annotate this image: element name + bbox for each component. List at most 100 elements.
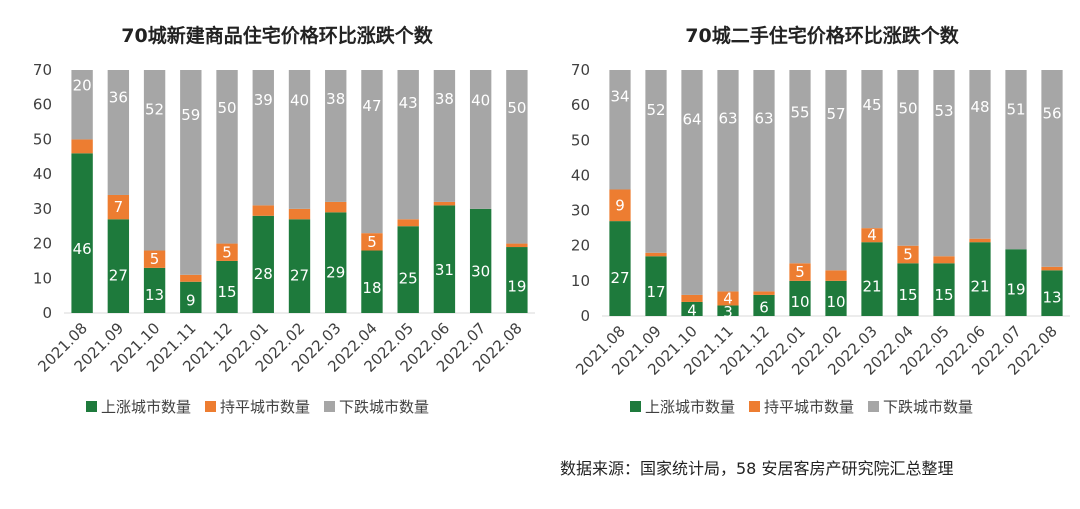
bar-segment-down (143, 70, 166, 251)
data-label-down: 40 (471, 92, 490, 110)
bar-segment-up (609, 221, 631, 316)
data-label-up: 17 (646, 283, 665, 301)
bar-segment-up (143, 267, 166, 313)
y-tick-label: 50 (33, 130, 52, 148)
data-label-down: 40 (290, 92, 309, 110)
data-label-down: 38 (435, 90, 454, 108)
data-source-note: 数据来源：国家统计局，58 安居客房产研究院汇总整理 (560, 459, 954, 478)
y-tick-label: 70 (33, 61, 52, 79)
legend-swatch-flat (205, 401, 216, 412)
legend-swatch-down (324, 401, 335, 412)
bar-segment-down (897, 70, 919, 246)
bar-segment-up (969, 242, 991, 316)
data-label-down: 43 (399, 94, 418, 112)
data-label-up: 9 (186, 292, 196, 310)
data-label-flat: 9 (615, 196, 625, 214)
bar-segment-flat (897, 245, 919, 264)
bar-segment-flat (825, 270, 847, 281)
data-label-down: 64 (682, 110, 701, 128)
data-label-down: 56 (1042, 104, 1061, 122)
data-label-down: 45 (862, 96, 881, 114)
data-label-down: 63 (718, 110, 737, 128)
bar-segment-down (789, 70, 811, 264)
data-label-down: 63 (754, 110, 773, 128)
data-label-flat: 5 (367, 233, 377, 251)
data-label-down: 55 (790, 104, 809, 122)
bar-segment-down (753, 70, 775, 292)
bar-segment-up (681, 301, 703, 316)
data-label-up: 18 (362, 279, 381, 297)
bar-segment-down (433, 70, 456, 202)
legend-label-up: 上涨城市数量 (645, 398, 735, 416)
bar-segment-down (107, 70, 130, 195)
bar-segment-up (288, 219, 311, 313)
data-label-up: 31 (435, 261, 454, 279)
bar-segment-down (325, 70, 347, 202)
bar-segment-flat (681, 294, 703, 302)
bar-segment-down (933, 70, 955, 257)
bar-segment-up (825, 280, 847, 316)
y-tick-label: 0 (580, 307, 590, 325)
legend-label-flat: 持平城市数量 (220, 398, 310, 416)
bar-segment-flat (861, 228, 883, 243)
bar-segment-flat (288, 208, 311, 220)
data-label-down: 53 (934, 102, 953, 120)
y-tick-label: 60 (33, 96, 52, 114)
data-label-down: 59 (181, 106, 200, 124)
chart-second-hand-homes: 70城二手住宅价格环比涨跌个数010203040506070279342021.… (571, 24, 1070, 416)
y-tick-label: 0 (42, 304, 52, 322)
bar-segment-up (897, 263, 919, 316)
data-label-up: 3 (723, 303, 733, 321)
bar-segment-flat (397, 219, 419, 227)
bar-segment-down (469, 70, 492, 209)
bar-segment-up (506, 247, 528, 313)
bar-segment-up (325, 212, 347, 313)
bar-segment-up (645, 256, 667, 316)
bar-segment-flat (107, 194, 130, 220)
bar-segment-up (861, 242, 883, 316)
data-label-down: 51 (1006, 100, 1025, 118)
bar-segment-down (645, 70, 667, 253)
data-label-up: 15 (898, 286, 917, 304)
data-label-up: 10 (790, 293, 809, 311)
bar-segment-up (180, 281, 202, 313)
data-label-up: 15 (934, 286, 953, 304)
y-tick-label: 10 (33, 269, 52, 287)
bar-segment-down (180, 70, 202, 275)
y-tick-label: 40 (571, 166, 590, 184)
y-tick-label: 60 (571, 96, 590, 114)
data-label-flat: 5 (795, 263, 805, 281)
bar-segment-up (1041, 270, 1063, 316)
bar-segment-up (933, 263, 955, 316)
data-label-down: 36 (109, 88, 128, 106)
bar-segment-up (361, 250, 383, 313)
bar-segment-down (397, 70, 419, 220)
bar-segment-down (969, 70, 991, 239)
bar-segment-flat (506, 243, 528, 248)
bar-segment-down (609, 70, 631, 190)
data-label-down: 38 (326, 90, 345, 108)
bar-segment-up (789, 280, 811, 316)
bar-segment-flat (969, 238, 991, 243)
bar-segment-up (753, 294, 775, 316)
legend-label-down: 下跌城市数量 (339, 398, 429, 416)
data-label-up: 27 (290, 267, 309, 285)
bar-segment-down (216, 70, 238, 244)
data-label-up: 27 (109, 267, 128, 285)
bar-segment-down (288, 70, 311, 209)
bar-segment-up (107, 219, 130, 313)
data-label-up: 30 (471, 262, 490, 280)
y-tick-label: 20 (33, 235, 52, 253)
bar-segment-down (1041, 70, 1063, 267)
y-tick-label: 30 (33, 200, 52, 218)
y-tick-label: 70 (571, 61, 590, 79)
bar-segment-down (825, 70, 847, 271)
data-label-down: 52 (646, 101, 665, 119)
bar-segment-up (469, 208, 492, 313)
data-label-up: 29 (326, 264, 345, 282)
y-tick-label: 30 (571, 202, 590, 220)
bar-segment-flat (252, 205, 274, 216)
y-tick-label: 20 (571, 237, 590, 255)
chart-new-homes: 70城新建商品住宅价格环比涨跌个数01020304050607046420202… (33, 24, 535, 416)
bar-segment-down (361, 70, 383, 234)
